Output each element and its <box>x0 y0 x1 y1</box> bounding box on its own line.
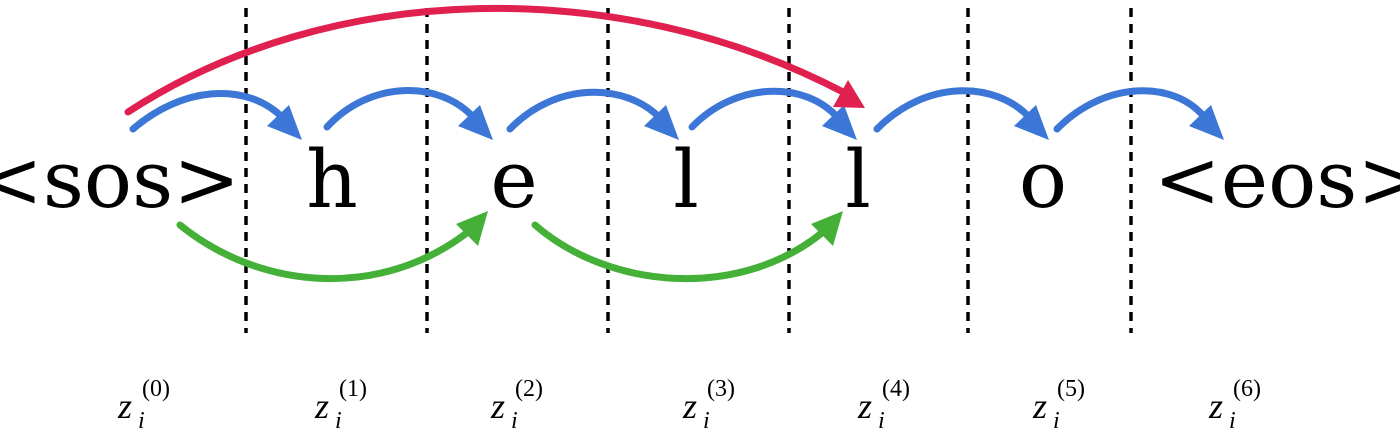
latent-label-5: z i (5) <box>1032 376 1085 433</box>
arrow-sos-to-e <box>176 221 472 283</box>
latent-base-4: z <box>857 386 872 426</box>
latent-base-5: z <box>1032 386 1047 426</box>
arrow-l-to-o <box>873 87 1034 133</box>
latent-label-3: z i (3) <box>682 376 735 433</box>
arrow-e-to-l <box>506 88 664 133</box>
arrow-e-to-l <box>531 221 827 283</box>
latent-base-2: z <box>490 386 505 426</box>
arrowhead-o-to-eos <box>1189 105 1224 140</box>
latent-base-6: z <box>1208 386 1223 426</box>
latent-label-2: z i (2) <box>490 376 543 433</box>
arrowhead-e-to-l <box>644 105 679 140</box>
token-l-second: l <box>845 133 871 226</box>
latent-sup-4: (4) <box>882 376 910 402</box>
latent-sub-1: i <box>335 408 342 433</box>
latent-sub-2: i <box>511 408 518 433</box>
latent-sup-2: (2) <box>515 376 543 402</box>
arrow-o-to-eos <box>1053 87 1209 133</box>
four-step-arrows <box>124 4 865 116</box>
latent-sup-0: (0) <box>142 376 170 402</box>
latent-sup-5: (5) <box>1057 376 1085 402</box>
latent-sup-3: (3) <box>707 376 735 402</box>
arrow-sos-to-h <box>129 89 287 133</box>
token-sos: <sos> <box>0 133 240 226</box>
two-step-arrows <box>176 211 843 283</box>
latent-label-0: z i (0) <box>117 376 170 433</box>
token-e: e <box>490 133 537 226</box>
latent-sub-5: i <box>1053 408 1060 433</box>
arrow-sos-to-l <box>124 4 847 116</box>
one-step-arrows <box>129 87 1224 140</box>
arrowhead-sos-to-h <box>267 105 302 140</box>
latent-sub-6: i <box>1229 408 1236 433</box>
latent-sup-1: (1) <box>339 376 367 402</box>
token-eos: <eos> <box>1154 133 1400 226</box>
arrowhead-e-to-l <box>811 211 843 246</box>
latent-sub-4: i <box>878 408 885 433</box>
latent-base-1: z <box>314 386 329 426</box>
arrowhead-l-to-l <box>822 105 857 140</box>
token-o: o <box>1019 133 1067 226</box>
token-row: <sos> h e l l o <eos> <box>0 133 1400 226</box>
column-dividers <box>244 8 1133 333</box>
arrow-h-to-e <box>323 87 478 131</box>
latent-base-0: z <box>117 386 132 426</box>
arrow-l-to-l <box>688 87 842 131</box>
arrowhead-sos-to-l <box>833 80 865 108</box>
arrowhead-sos-to-e <box>456 211 488 246</box>
arrowhead-l-to-o <box>1014 105 1049 140</box>
arrowhead-h-to-e <box>458 105 493 140</box>
latent-base-3: z <box>682 386 697 426</box>
latent-sup-6: (6) <box>1233 376 1261 402</box>
latent-label-row: z i (0) z i (1) z i (2) z i (3) z i (4) … <box>117 376 1261 433</box>
latent-sub-3: i <box>703 408 710 433</box>
token-h: h <box>306 133 358 226</box>
token-l-first: l <box>673 133 699 226</box>
latent-label-6: z i (6) <box>1208 376 1261 433</box>
latent-label-4: z i (4) <box>857 376 910 433</box>
latent-sub-0: i <box>138 408 145 433</box>
latent-label-1: z i (1) <box>314 376 367 433</box>
